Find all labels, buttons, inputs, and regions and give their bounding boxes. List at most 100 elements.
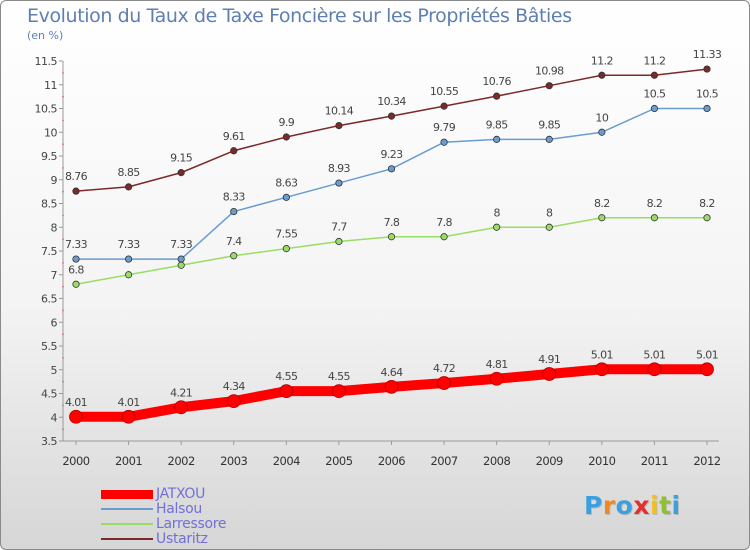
y-tick-label: 8 [51, 221, 58, 234]
data-label: 9.85 [486, 118, 509, 131]
data-point [121, 409, 136, 424]
data-point [650, 214, 659, 222]
y-tick-label: 4.5 [41, 388, 57, 401]
legend-swatch [101, 489, 153, 499]
data-point [647, 362, 662, 377]
legend-label: Ustaritz [156, 531, 208, 547]
y-minor-tick [62, 333, 64, 335]
data-point [598, 128, 606, 136]
data-label: 8 [546, 206, 553, 219]
data-point [493, 92, 501, 100]
data-label: 10.55 [430, 85, 459, 98]
data-point [598, 71, 606, 79]
y-tick-label: 11.5 [35, 55, 58, 68]
data-point [703, 104, 711, 113]
x-tick-label: 2003 [220, 454, 247, 468]
y-minor-tick [62, 404, 64, 407]
x-tick-label: 2001 [115, 454, 142, 468]
data-label: 8.2 [699, 197, 715, 210]
data-point [124, 255, 133, 263]
data-label: 7.55 [275, 228, 298, 241]
y-tick-label: 6.5 [41, 293, 57, 306]
legend-label: Larressore [156, 516, 227, 532]
data-point [282, 193, 290, 201]
x-tick-label: 2010 [588, 454, 615, 468]
logo-letter: t [659, 491, 672, 520]
data-point [440, 138, 448, 146]
data-point [72, 255, 80, 263]
y-axis-unit-label: (en %) [27, 29, 64, 42]
data-point [493, 135, 501, 143]
data-label: 11.2 [591, 54, 613, 67]
data-label: 9.79 [433, 121, 456, 134]
data-label: 9.85 [538, 118, 561, 131]
y-tick-label: 10 [44, 126, 57, 139]
y-minor-tick [62, 95, 64, 98]
data-label: 8.85 [118, 166, 141, 179]
data-label: 9.23 [380, 148, 403, 161]
data-point [124, 183, 133, 191]
x-tick-label: 2009 [536, 454, 563, 468]
data-point [279, 384, 294, 399]
data-point [177, 255, 185, 263]
data-point [703, 214, 711, 222]
data-label: 10.5 [643, 88, 666, 101]
y-minor-tick [62, 238, 64, 240]
data-label: 10.76 [482, 75, 511, 88]
data-point [384, 379, 399, 394]
x-tick-label: 2005 [325, 454, 352, 468]
logo-letter: i [650, 491, 660, 520]
data-label: 4.21 [170, 386, 192, 399]
y-minor-tick [62, 380, 64, 383]
y-tick-label: 5.5 [41, 340, 57, 353]
data-point [598, 214, 606, 222]
data-point [72, 280, 80, 288]
data-label: 4.34 [223, 380, 246, 393]
y-tick-label: 4 [51, 411, 58, 424]
data-point [332, 384, 346, 399]
chart-title: Evolution du Taux de Taxe Foncière sur l… [27, 5, 572, 27]
data-point [177, 169, 185, 177]
data-label: 7.8 [384, 216, 400, 229]
y-tick-label: 10.5 [35, 103, 58, 116]
data-point [387, 112, 396, 120]
data-label: 4.81 [486, 358, 508, 371]
data-point [69, 409, 83, 424]
data-point [545, 135, 553, 143]
logo-letter: P [584, 491, 603, 520]
data-label: 8 [493, 206, 500, 219]
x-tick-label: 2002 [168, 454, 195, 468]
data-label: 8.63 [275, 176, 298, 189]
y-tick-label: 3.5 [41, 435, 57, 448]
y-minor-tick [62, 119, 64, 122]
data-label: 10.14 [325, 105, 354, 118]
data-point [335, 122, 343, 130]
x-tick-label: 2006 [378, 454, 405, 468]
data-label: 10.5 [696, 88, 719, 101]
logo-letter: r [602, 491, 616, 520]
y-minor-tick [62, 190, 64, 193]
y-minor-tick [62, 309, 64, 312]
y-minor-tick [62, 167, 64, 169]
x-tick-label: 2012 [693, 454, 720, 468]
x-tick-label: 2004 [273, 454, 300, 468]
proxiti-logo: Proxiti [584, 491, 681, 520]
data-point [72, 187, 80, 195]
y-tick-label: 7 [51, 269, 58, 282]
y-tick-label: 9 [51, 174, 58, 187]
data-point [387, 165, 396, 173]
data-point [650, 71, 659, 79]
data-label: 4.01 [118, 396, 140, 409]
y-minor-tick [62, 262, 64, 264]
data-label: 7.4 [226, 235, 242, 248]
data-label: 11.33 [693, 48, 722, 61]
data-point [335, 237, 343, 246]
series-halsou: 7.33 7.33 7.33 8.33 8.63 8.93 9.23 9.79 9.85 9.85… [65, 88, 719, 263]
y-tick-label: 6 [51, 316, 58, 329]
data-point [124, 271, 133, 279]
data-label: 7.33 [65, 238, 88, 251]
data-label: 10.34 [377, 95, 406, 108]
legend-swatch [101, 508, 153, 510]
